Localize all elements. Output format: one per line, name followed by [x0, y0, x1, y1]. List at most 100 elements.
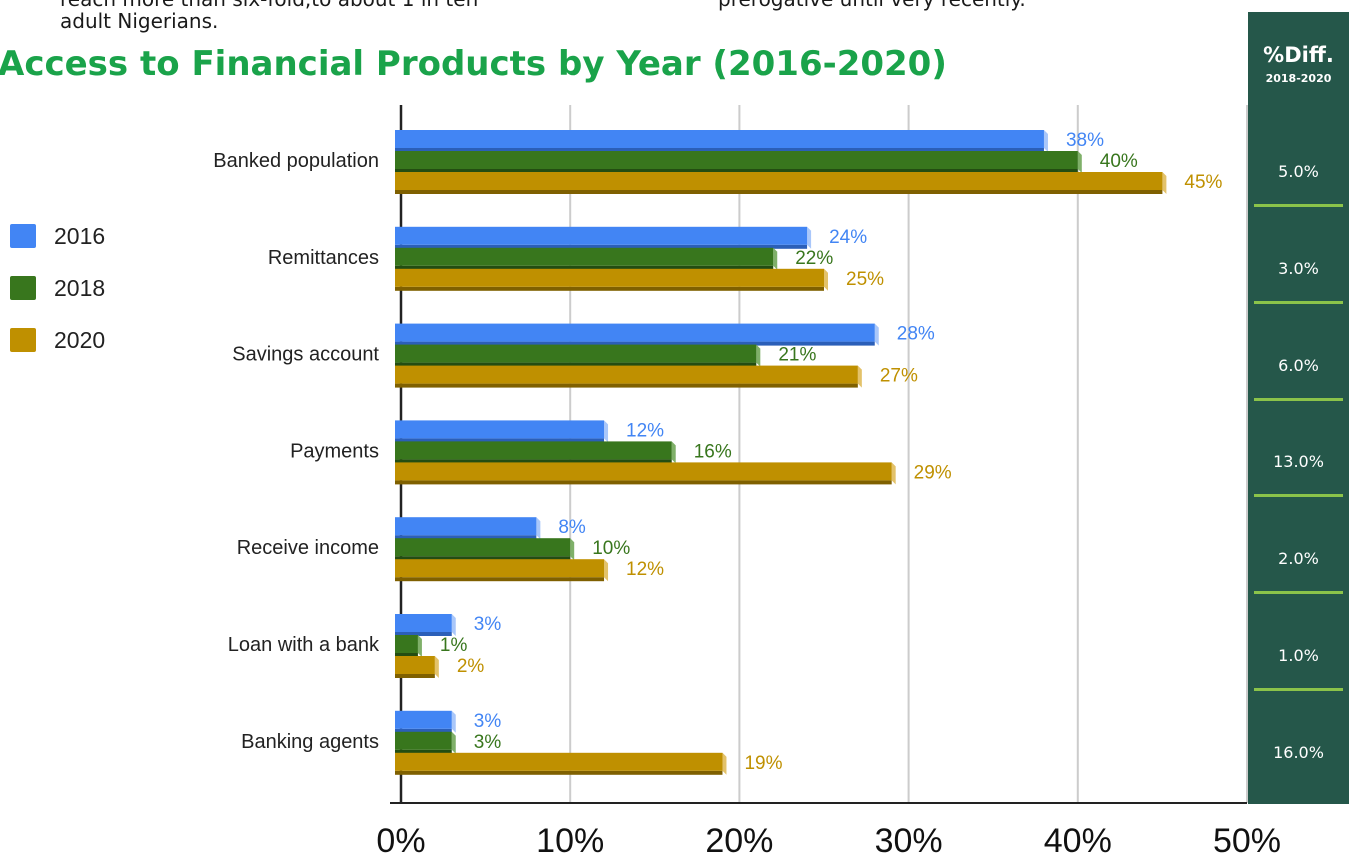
bar	[395, 462, 892, 481]
data-label: 45%	[1184, 172, 1222, 193]
x-tick-label: 0%	[376, 822, 425, 855]
data-label: 10%	[592, 538, 630, 559]
bar	[395, 344, 757, 363]
category-label: Payments	[290, 440, 379, 462]
bar-shadow	[395, 190, 1163, 194]
diff-separator	[1254, 204, 1343, 207]
intro-text-left-line1: reach more than six-fold,to about 1 in t…	[60, 0, 478, 10]
bar	[395, 151, 1078, 169]
bar	[395, 710, 452, 729]
bar-side	[1043, 130, 1048, 152]
bar-shadow	[395, 728, 452, 733]
bar	[395, 420, 605, 439]
data-label: 29%	[914, 462, 952, 483]
data-label: 3%	[474, 732, 502, 753]
diff-value: 16.0%	[1273, 742, 1324, 762]
legend-swatch-2020	[10, 328, 36, 352]
bar	[395, 752, 723, 771]
diff-value: 6.0%	[1278, 355, 1319, 375]
bar	[395, 635, 418, 653]
diff-value: 3.0%	[1278, 258, 1319, 278]
bar	[395, 247, 774, 266]
category-label: Receive income	[237, 537, 379, 559]
bar-shadow	[395, 148, 1044, 152]
data-label: 22%	[795, 248, 833, 269]
x-tick-label: 50%	[1213, 822, 1281, 855]
category-label: Banked population	[213, 150, 379, 172]
bar	[395, 226, 808, 245]
diff-value: 5.0%	[1278, 162, 1319, 181]
bar-side	[451, 731, 456, 754]
data-label: 38%	[1066, 130, 1104, 151]
data-label: 21%	[778, 345, 816, 366]
bar-shadow	[395, 169, 1078, 173]
bar	[395, 130, 1044, 148]
data-label: 12%	[626, 420, 664, 441]
bar-side	[536, 517, 541, 540]
diff-separator	[1254, 591, 1343, 595]
bar-shadow	[395, 556, 571, 561]
data-label: 3%	[474, 711, 502, 732]
data-label: 12%	[626, 559, 664, 580]
bar	[395, 517, 537, 536]
bar-side	[824, 268, 828, 291]
legend-label-2018: 2018	[54, 275, 106, 301]
bar-shadow	[395, 674, 435, 678]
data-label: 27%	[880, 366, 918, 387]
x-tick-label: 30%	[875, 822, 943, 855]
bar-side	[451, 710, 456, 733]
intro-text-left-line2: adult Nigerians.	[60, 9, 219, 33]
bar	[395, 365, 858, 384]
x-tick-label: 20%	[705, 822, 773, 855]
category-label: Loan with a bank	[228, 634, 380, 656]
intro-text-right: prerogative until very recently.	[718, 0, 1026, 10]
intro-text-left: reach more than six-fold,to about 1 in t…	[60, 0, 478, 32]
bar	[395, 441, 672, 460]
bar-side	[570, 538, 575, 561]
bar	[395, 731, 452, 750]
diff-separator	[1254, 397, 1343, 401]
legend-label-2020: 2020	[54, 327, 106, 353]
x-tick-label: 10%	[536, 822, 604, 855]
bar-shadow	[395, 632, 452, 636]
data-label: 8%	[558, 517, 586, 538]
bar-shadow	[395, 362, 757, 367]
data-label: 19%	[744, 753, 782, 774]
data-label: 3%	[474, 614, 502, 635]
bar-side	[874, 323, 879, 346]
bar-shadow	[395, 383, 858, 388]
category-label: Remittances	[268, 247, 379, 269]
diff-value: 2.0%	[1278, 549, 1319, 569]
diff-header-title: %Diff.	[1263, 43, 1334, 67]
bar-side	[773, 247, 778, 270]
category-label: Banking agents	[241, 731, 379, 753]
data-label: 2%	[457, 656, 485, 677]
bar	[395, 559, 605, 578]
data-label: 40%	[1100, 151, 1138, 172]
bar	[395, 268, 824, 287]
legend-swatch-2018	[10, 276, 36, 300]
bar-side	[604, 420, 609, 443]
data-label: 24%	[829, 227, 867, 248]
bar-shadow	[395, 480, 892, 485]
category-label: Savings account	[232, 344, 379, 366]
bar-shadow	[395, 286, 824, 291]
bar-side	[756, 344, 761, 367]
diff-header: %Diff. 2018-2020	[1248, 42, 1349, 87]
data-label: 25%	[846, 269, 884, 290]
diff-value: 13.0%	[1273, 452, 1324, 472]
bar-shadow	[395, 265, 774, 270]
data-label: 28%	[897, 324, 935, 345]
bar-shadow	[395, 749, 452, 754]
bar-side	[451, 614, 456, 636]
bar-side	[857, 365, 862, 388]
bar-shadow	[395, 459, 672, 464]
diff-separator	[1254, 688, 1343, 691]
diff-value: 1.0%	[1278, 646, 1319, 665]
bar	[395, 614, 452, 632]
bar-side	[807, 226, 812, 249]
diff-header-subtitle: 2018-2020	[1265, 72, 1332, 85]
legend-swatch-2016	[10, 224, 36, 248]
bar	[395, 323, 875, 342]
